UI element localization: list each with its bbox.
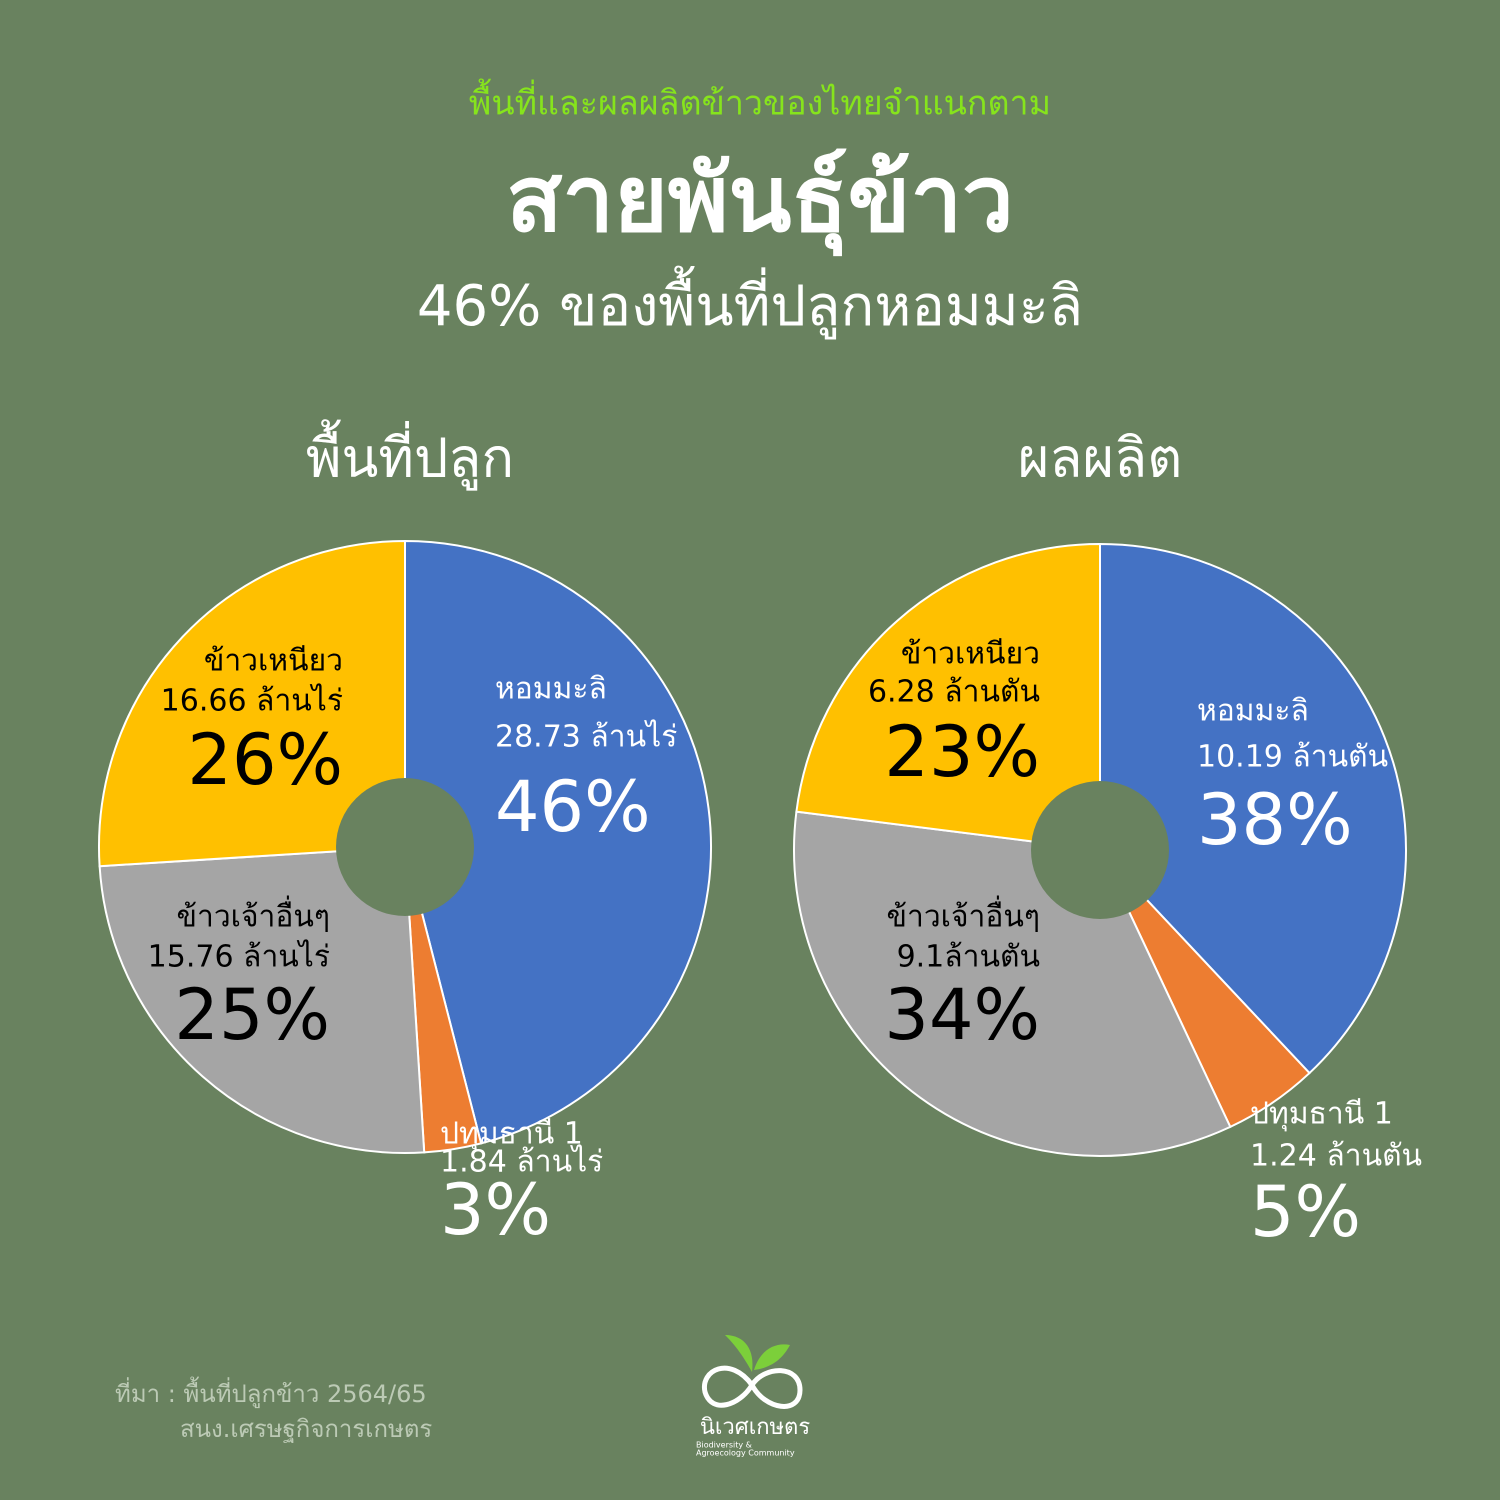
subtitle: 46% ของพื้นที่ปลูกหอมมะลิ: [417, 266, 1083, 340]
kicker: พื้นที่และผลผลิตข้าวของไทยจำแนกตาม: [469, 79, 1051, 124]
slice-detail: 1.24 ล้านตัน: [1250, 1139, 1422, 1174]
chart-title: ผลผลิต: [1018, 427, 1183, 490]
slice-percent: 25%: [174, 974, 330, 1056]
charts: พื้นที่ปลูกหอมมะลิ 28.73 ล้านไร่ 46% ปทุมธา…: [98, 420, 1422, 1253]
slice-detail: 16.66 ล้านไร่: [161, 683, 343, 719]
logo-name: นิเวศเกษตร: [700, 1415, 811, 1440]
pie-slice: [795, 542, 1101, 852]
pie-slice: [98, 539, 406, 868]
slice-percent: 26%: [187, 719, 343, 801]
pie-slice: [1099, 542, 1407, 1075]
pie-slice: [98, 845, 426, 1154]
slice-category: ข้าวเจ้าอื่นๆ: [886, 896, 1040, 935]
logo-infinity: [702, 1365, 803, 1409]
slice-category: ข้าวเหนียว: [204, 644, 343, 679]
slice-detail: 10.19 ล้านตัน: [1197, 740, 1388, 775]
slice-category: ข้าวเหนียว: [901, 637, 1040, 672]
slice-category: หอมมะลิ: [1197, 694, 1309, 729]
slice-percent: 38%: [1197, 779, 1353, 861]
logo-tagline: Agroecology Community: [696, 1449, 795, 1458]
slice-percent: 34%: [884, 974, 1040, 1056]
source-line: ที่มา : พื้นที่ปลูกข้าว 2564/65: [115, 1376, 427, 1409]
slice-category: หอมมะลิ: [495, 672, 607, 707]
slice-category: ข้าวเจ้าอื่นๆ: [176, 896, 330, 935]
logo-tagline: Biodiversity &: [696, 1441, 752, 1450]
slice-detail: 1.84 ล้านไร่: [440, 1144, 603, 1180]
logo-leaf: [725, 1335, 753, 1372]
slice-percent: 23%: [884, 711, 1040, 793]
donut-hole: [336, 778, 474, 916]
logo-leaf: [754, 1344, 790, 1370]
chart-title: พื้นที่ปลูก: [306, 420, 514, 491]
slice-category: ปทุมธานี 1: [440, 1117, 583, 1153]
slice-percent: 3%: [440, 1169, 551, 1251]
slice-detail: 9.1ล้านตัน: [897, 940, 1040, 975]
source-line: สนง.เศรษฐกิจการเกษตร: [180, 1415, 432, 1443]
title: สายพันธุ์ข้าว: [506, 145, 1014, 256]
slice-percent: 46%: [495, 766, 651, 848]
slice-detail: 15.76 ล้านไร่: [148, 939, 330, 975]
slice-detail: 6.28 ล้านตัน: [868, 675, 1040, 710]
donut-hole: [1031, 781, 1169, 919]
slice-category: ปทุมธานี 1: [1250, 1097, 1393, 1133]
slice-percent: 5%: [1250, 1171, 1361, 1253]
slice-detail: 28.73 ล้านไร่: [495, 719, 677, 755]
pie-slice: [404, 539, 713, 1145]
logo: นิเวศเกษตร Biodiversity & Agroecology Co…: [696, 1335, 810, 1458]
